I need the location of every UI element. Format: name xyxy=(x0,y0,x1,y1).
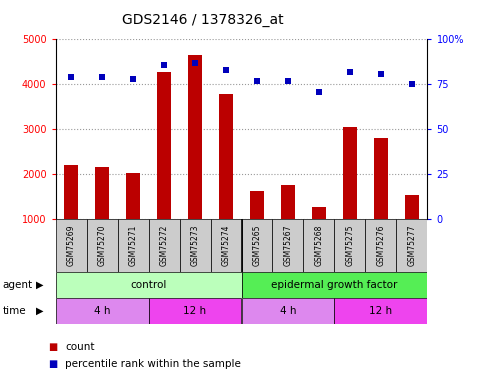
Text: ■: ■ xyxy=(48,342,57,352)
Bar xyxy=(117,219,149,272)
Text: GSM75274: GSM75274 xyxy=(222,225,230,266)
Point xyxy=(160,62,168,68)
Point xyxy=(253,78,261,84)
Bar xyxy=(303,219,334,272)
Bar xyxy=(366,219,397,272)
Bar xyxy=(242,219,272,272)
Text: GSM75271: GSM75271 xyxy=(128,225,138,266)
Text: 4 h: 4 h xyxy=(94,306,110,316)
Bar xyxy=(272,219,303,272)
Text: GSM75267: GSM75267 xyxy=(284,225,293,266)
Bar xyxy=(374,138,388,219)
Bar xyxy=(242,298,334,324)
Text: ▶: ▶ xyxy=(36,306,44,316)
Bar xyxy=(149,219,180,272)
Text: GSM75273: GSM75273 xyxy=(190,225,199,266)
Bar xyxy=(211,219,242,272)
Text: ■: ■ xyxy=(48,359,57,369)
Point xyxy=(377,70,385,76)
Bar xyxy=(64,165,78,219)
Bar xyxy=(242,272,427,298)
Bar xyxy=(149,298,242,324)
Point xyxy=(284,78,292,84)
Point xyxy=(315,88,323,94)
Text: time: time xyxy=(2,306,26,316)
Bar xyxy=(188,55,202,219)
Text: 12 h: 12 h xyxy=(369,306,393,316)
Text: GSM75268: GSM75268 xyxy=(314,225,324,266)
Text: percentile rank within the sample: percentile rank within the sample xyxy=(65,359,241,369)
Bar xyxy=(95,167,109,219)
Bar xyxy=(219,94,233,219)
Text: control: control xyxy=(130,280,167,290)
Text: GSM75270: GSM75270 xyxy=(98,225,107,266)
Bar xyxy=(56,219,86,272)
Bar xyxy=(86,219,117,272)
Point xyxy=(346,69,354,75)
Text: GDS2146 / 1378326_at: GDS2146 / 1378326_at xyxy=(122,13,284,27)
Point xyxy=(98,74,106,80)
Text: 4 h: 4 h xyxy=(280,306,296,316)
Bar xyxy=(334,298,427,324)
Point xyxy=(129,76,137,82)
Text: agent: agent xyxy=(2,280,32,290)
Point xyxy=(222,67,230,73)
Bar xyxy=(281,185,295,219)
Bar xyxy=(180,219,211,272)
Text: count: count xyxy=(65,342,95,352)
Bar xyxy=(334,219,366,272)
Bar xyxy=(250,190,264,219)
Point xyxy=(408,81,416,87)
Text: GSM75272: GSM75272 xyxy=(159,225,169,266)
Text: ▶: ▶ xyxy=(36,280,44,290)
Bar xyxy=(312,207,326,219)
Bar xyxy=(397,219,427,272)
Point xyxy=(67,74,75,80)
Bar xyxy=(126,172,140,219)
Text: GSM75277: GSM75277 xyxy=(408,225,416,266)
Text: GSM75276: GSM75276 xyxy=(376,225,385,266)
Text: GSM75275: GSM75275 xyxy=(345,225,355,266)
Bar xyxy=(343,127,357,219)
Bar xyxy=(405,195,419,219)
Text: GSM75265: GSM75265 xyxy=(253,225,261,266)
Text: 12 h: 12 h xyxy=(184,306,207,316)
Text: GSM75269: GSM75269 xyxy=(67,225,75,266)
Bar xyxy=(56,298,149,324)
Point xyxy=(191,60,199,66)
Bar xyxy=(157,72,171,219)
Bar xyxy=(56,272,242,298)
Text: epidermal growth factor: epidermal growth factor xyxy=(271,280,398,290)
